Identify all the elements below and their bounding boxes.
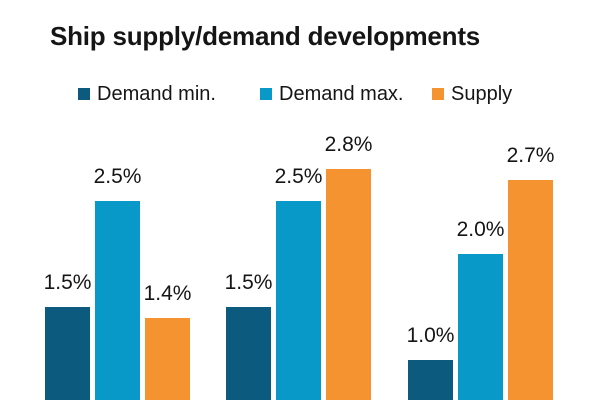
legend-label: Demand min. — [97, 83, 216, 105]
bar-demand-max-group2 — [276, 201, 321, 400]
bar-supply-group3 — [508, 179, 553, 400]
legend-swatch-supply — [432, 88, 444, 100]
chart-title: Ship supply/demand developments — [49, 21, 481, 51]
bar-demand-min-group3 — [408, 360, 453, 400]
legend-item-supply: Supply — [432, 83, 513, 105]
bar-demand-max-group3 — [458, 254, 503, 400]
legend-item-demand-max: Demand max. — [260, 83, 404, 105]
bar-value-label-demand-max-group2: 2.5% — [274, 165, 323, 188]
bar-demand-min-group2 — [226, 307, 271, 400]
bar-value-label-supply-group1: 1.4% — [143, 281, 192, 305]
bar-value-label-demand-max-group1: 2.5% — [93, 165, 142, 188]
legend-label: Demand max. — [279, 83, 404, 105]
bar-value-label-demand-min-group3: 1.0% — [406, 324, 455, 347]
bar-value-label-demand-min-group1: 1.5% — [43, 271, 92, 294]
bar-demand-max-group1 — [95, 201, 140, 400]
legend-swatch-demand-max — [260, 88, 272, 100]
bar-supply-group2 — [326, 169, 371, 400]
bar-supply-group1 — [145, 317, 190, 400]
bar-value-label-supply-group2: 2.8% — [324, 133, 373, 157]
legend-item-demand-min: Demand min. — [78, 83, 216, 105]
legend-swatch-demand-min — [78, 88, 90, 100]
bar-value-label-demand-min-group2: 1.5% — [224, 271, 273, 294]
legend-label: Supply — [451, 83, 513, 105]
bar-demand-min-group1 — [45, 307, 90, 400]
bar-value-label-supply-group3: 2.7% — [506, 143, 555, 167]
bar-value-label-demand-max-group3: 2.0% — [456, 218, 505, 241]
